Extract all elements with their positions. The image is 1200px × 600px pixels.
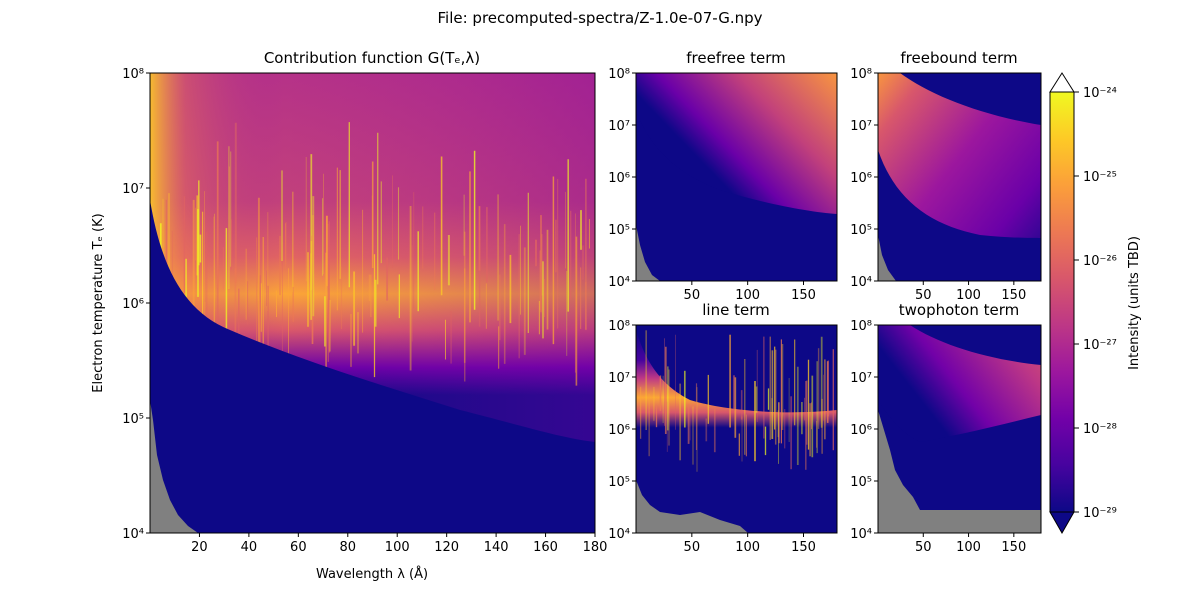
y-tick-label: 10⁴ (850, 527, 872, 542)
colorbar-label: Intensity (units TBD) (1127, 236, 1142, 370)
line-y-ticks: 10⁴ 10⁵ 10⁶ 10⁷ 10⁸ (608, 319, 636, 542)
twophoton-y-ticks: 10⁴ 10⁵ 10⁶ 10⁷ 10⁸ (850, 319, 878, 542)
line-x-ticks: 50 100 150 (684, 533, 816, 555)
freefree-missing-data (636, 225, 660, 281)
x-tick-label: 100 (735, 288, 760, 303)
x-tick-label: 140 (484, 540, 509, 555)
x-tick-label: 80 (340, 540, 357, 555)
colorbar-extend-bottom (1049, 511, 1075, 535)
y-tick-label: 10⁸ (850, 319, 872, 334)
x-tick-label: 150 (1001, 540, 1026, 555)
x-tick-label: 50 (684, 288, 701, 303)
main-missing-data (150, 400, 198, 533)
main-xlabel: Wavelength λ (Å) (316, 566, 428, 582)
y-tick-label: 10⁴ (122, 527, 144, 542)
y-tick-label: 10⁶ (608, 171, 630, 186)
x-tick-label: 100 (956, 288, 981, 303)
x-tick-label: 150 (791, 540, 816, 555)
main-y-ticks: 10⁴ 10⁵ 10⁶ 10⁷ 10⁸ (122, 67, 150, 542)
main-ylabel: Electron temperature Tₑ (K) (91, 213, 106, 392)
colorbar: 10⁻²⁴ 10⁻²⁵ 10⁻²⁶ 10⁻²⁷ 10⁻²⁸ 10⁻²⁹ Intensity… (1049, 72, 1142, 535)
colorbar-tick-label: 10⁻²⁸ (1083, 422, 1117, 437)
line-title: line term (702, 301, 769, 319)
main-line-streaks (159, 122, 590, 386)
twophoton-cool-top (910, 325, 1041, 365)
y-tick-label: 10⁷ (608, 119, 630, 134)
line-panel: line term 50 100 150 10⁴ 10⁵ 10⁶ 10⁷ 10⁸ (608, 301, 838, 555)
freebound-missing-data (878, 235, 896, 281)
y-tick-label: 10⁶ (122, 297, 144, 312)
y-tick-label: 10⁷ (850, 119, 872, 134)
main-title: Contribution function G(Tₑ,λ) (264, 49, 480, 67)
colorbar-ticks: 10⁻²⁴ 10⁻²⁵ 10⁻²⁶ 10⁻²⁷ 10⁻²⁸ 10⁻²⁹ (1074, 86, 1117, 521)
freefree-x-ticks: 50 100 150 (684, 281, 816, 303)
x-tick-label: 100 (735, 540, 760, 555)
main-panel: Contribution function G(Tₑ,λ) Wavelength… (91, 49, 607, 582)
twophoton-cool-region (878, 400, 1041, 533)
freefree-y-ticks: 10⁴ 10⁵ 10⁶ 10⁷ 10⁸ (608, 67, 636, 290)
x-tick-label: 180 (583, 540, 608, 555)
colorbar-tick-label: 10⁻²⁵ (1083, 170, 1117, 185)
colorbar-tick-label: 10⁻²⁷ (1083, 338, 1117, 353)
y-tick-label: 10⁶ (608, 423, 630, 438)
figure-suptitle: File: precomputed-spectra/Z-1.0e-07-G.np… (438, 9, 763, 27)
x-tick-label: 160 (533, 540, 558, 555)
x-tick-label: 40 (241, 540, 258, 555)
y-tick-label: 10⁷ (608, 371, 630, 386)
y-tick-label: 10⁴ (608, 275, 630, 290)
freefree-title: freefree term (686, 49, 786, 67)
x-tick-label: 60 (290, 540, 307, 555)
y-tick-label: 10⁷ (122, 182, 144, 197)
twophoton-panel: twophoton term 50 100 150 10⁴ 10⁵ 10⁶ 10⁷ 10⁸ (850, 301, 1042, 555)
y-tick-label: 10⁸ (850, 67, 872, 82)
main-x-ticks: 20 40 60 80 100 120 140 160 180 (191, 533, 607, 555)
line-term-streaks (639, 330, 834, 472)
colorbar-gradient (1049, 91, 1075, 513)
x-tick-label: 50 (915, 288, 932, 303)
line-missing-data (636, 480, 748, 533)
freebound-cool-region (878, 150, 1041, 281)
x-tick-label: 100 (385, 540, 410, 555)
freebound-x-ticks: 50 100 150 (915, 281, 1026, 303)
y-tick-label: 10⁸ (122, 67, 144, 82)
freefree-cool-region (636, 110, 837, 281)
y-tick-label: 10⁵ (608, 223, 630, 238)
y-tick-label: 10⁵ (850, 223, 872, 238)
y-tick-label: 10⁸ (608, 67, 630, 82)
freebound-panel: freebound term 50 100 150 10⁴ 10⁵ 10⁶ 10⁷ 10⁸ (850, 49, 1042, 303)
y-tick-label: 10⁷ (850, 371, 872, 386)
x-tick-label: 50 (915, 540, 932, 555)
y-tick-label: 10⁴ (850, 275, 872, 290)
twophoton-x-ticks: 50 100 150 (915, 533, 1026, 555)
x-tick-label: 100 (956, 540, 981, 555)
y-tick-label: 10⁶ (850, 171, 872, 186)
colorbar-tick-label: 10⁻²⁶ (1083, 254, 1117, 269)
colorbar-tick-label: 10⁻²⁴ (1083, 86, 1117, 101)
y-tick-label: 10⁸ (608, 319, 630, 334)
freebound-title: freebound term (900, 49, 1017, 67)
colorbar-tick-label: 10⁻²⁹ (1083, 506, 1117, 521)
y-tick-label: 10⁶ (850, 423, 872, 438)
twophoton-title: twophoton term (899, 301, 1020, 319)
x-tick-label: 120 (434, 540, 459, 555)
x-tick-label: 150 (1001, 288, 1026, 303)
y-tick-label: 10⁵ (608, 475, 630, 490)
x-tick-label: 150 (791, 288, 816, 303)
line-emission-band (636, 330, 837, 480)
main-cool-region (150, 200, 595, 533)
x-tick-label: 20 (191, 540, 208, 555)
y-tick-label: 10⁴ (608, 527, 630, 542)
x-tick-label: 50 (684, 540, 701, 555)
freefree-panel: freefree term 50 100 150 10⁴ 10⁵ 10⁶ 10⁷ 10⁸ (608, 49, 838, 303)
freebound-cool-top (900, 73, 1041, 125)
y-tick-label: 10⁵ (850, 475, 872, 490)
twophoton-missing-data (878, 410, 1041, 533)
colorbar-extend-top (1049, 72, 1075, 93)
freebound-y-ticks: 10⁴ 10⁵ 10⁶ 10⁷ 10⁸ (850, 67, 878, 290)
y-tick-label: 10⁵ (122, 412, 144, 427)
